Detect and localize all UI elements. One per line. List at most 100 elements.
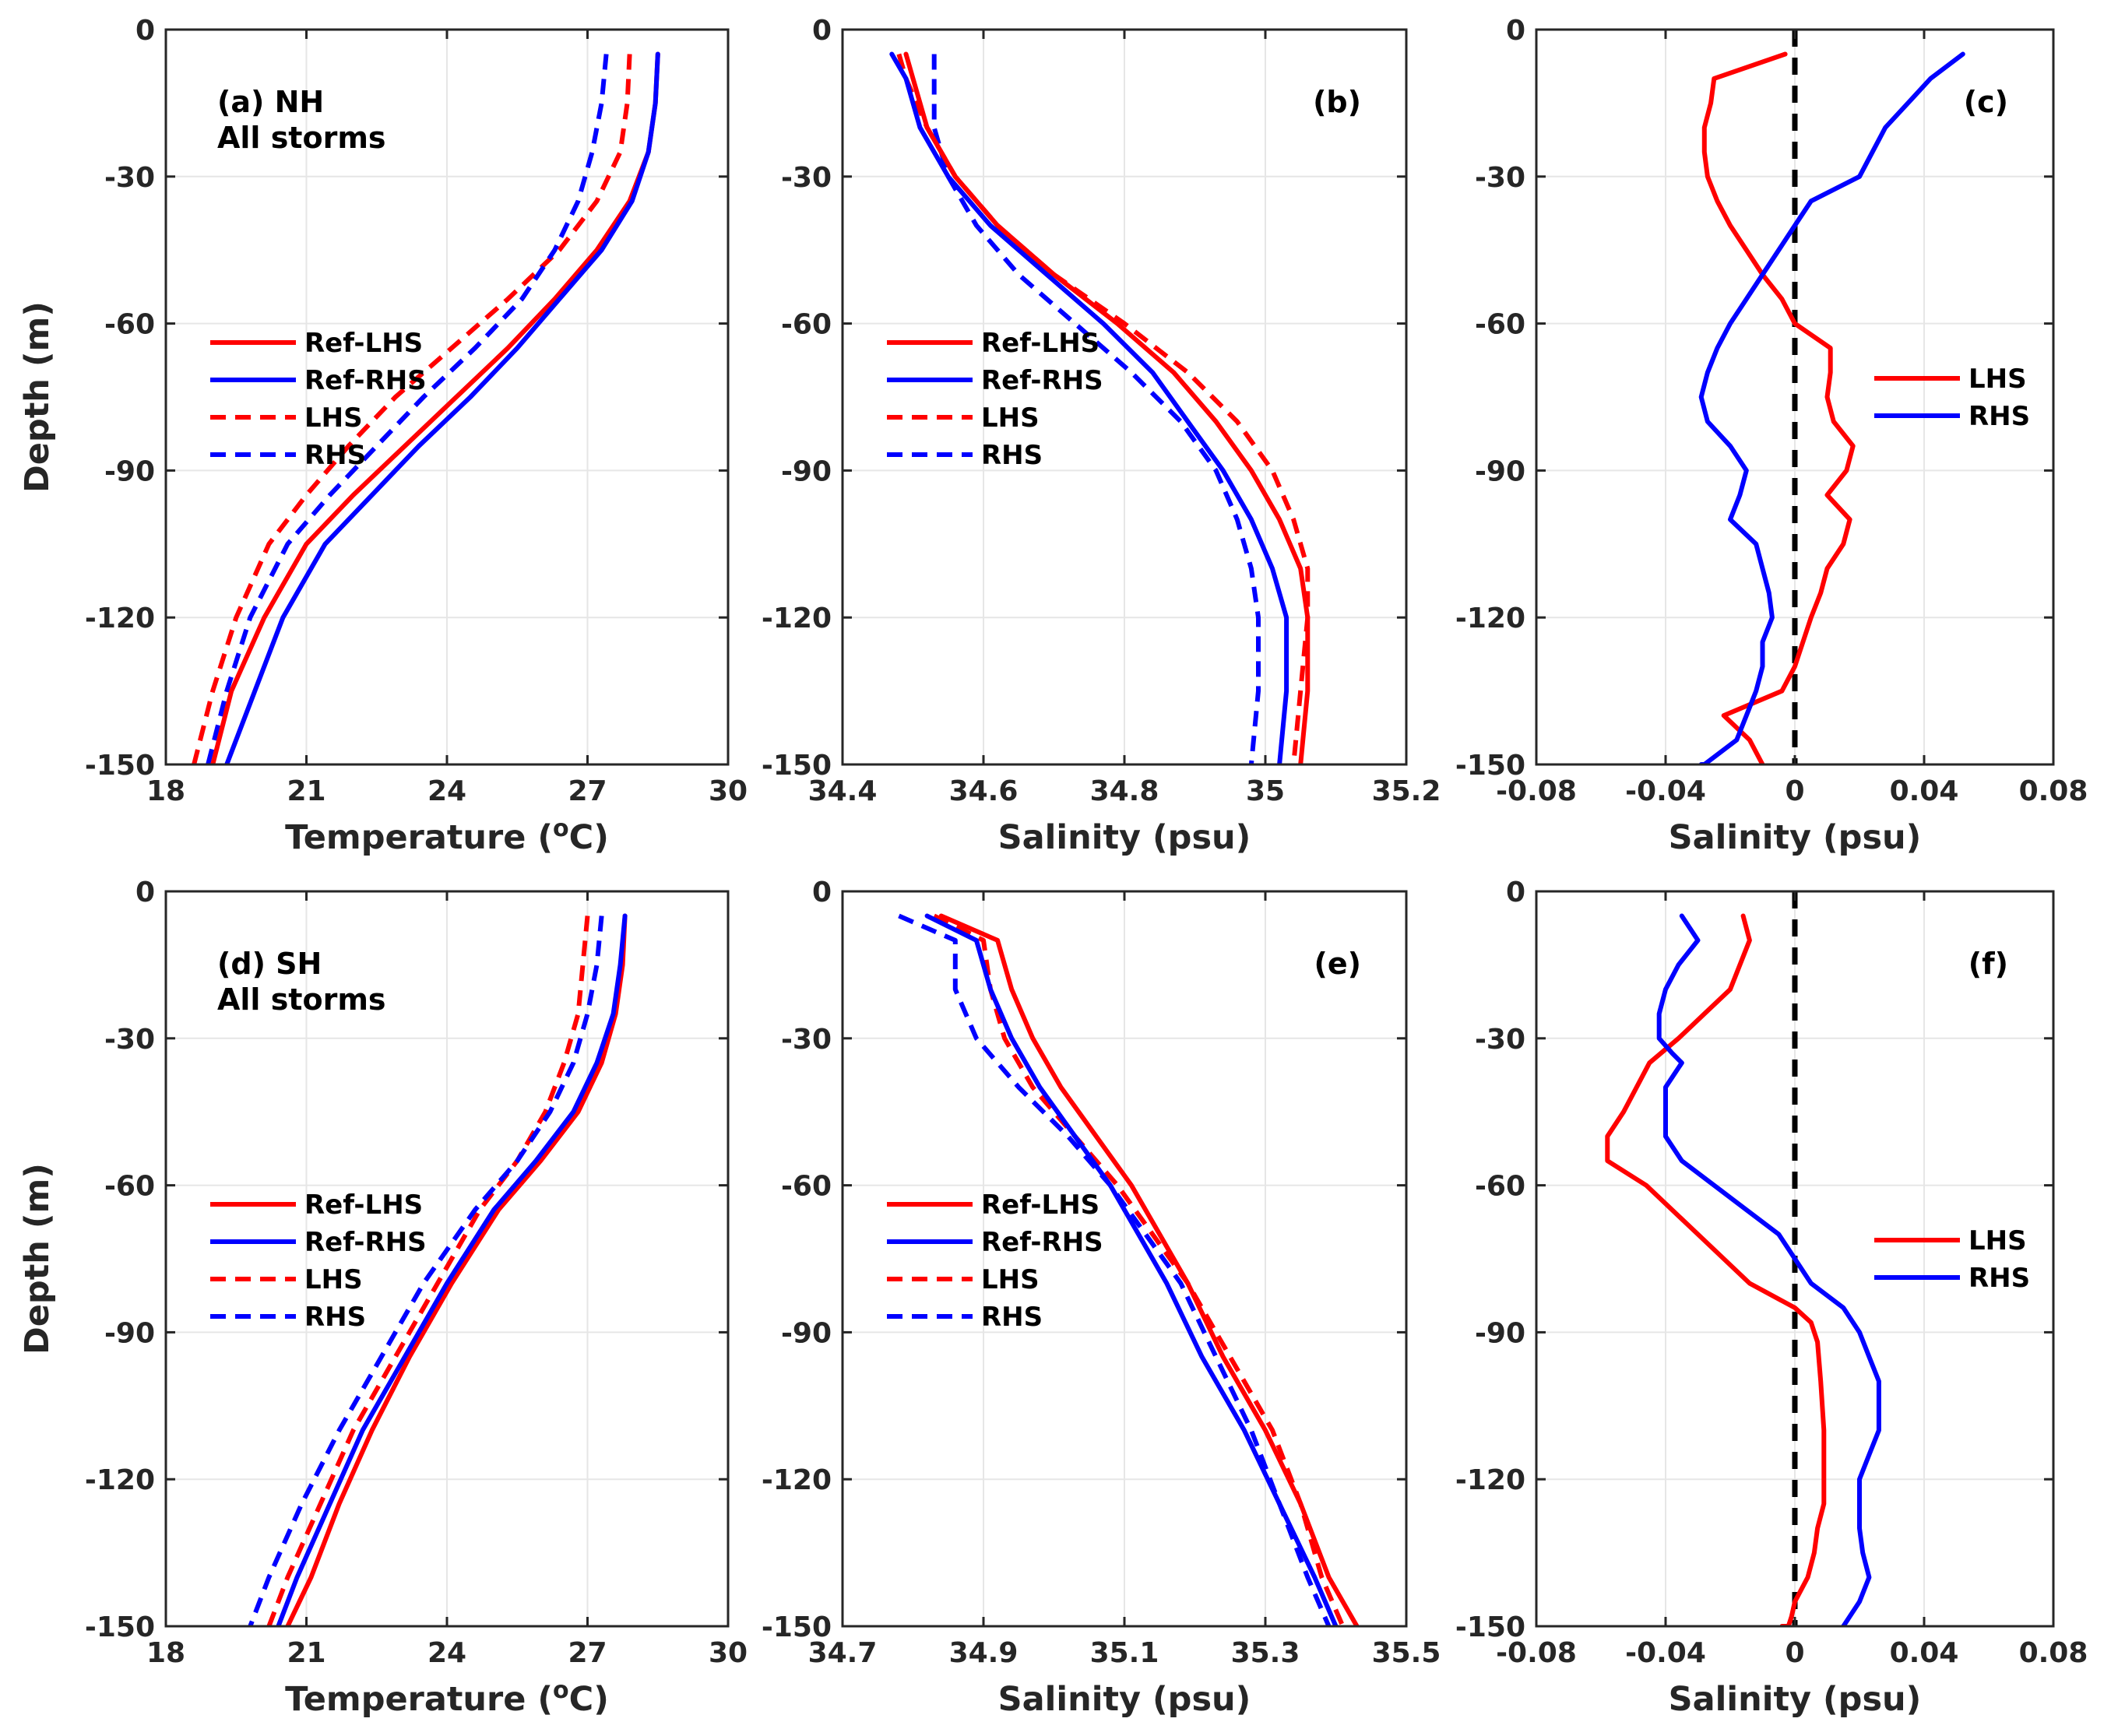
series-group xyxy=(898,913,1360,1626)
panel-annotation: (d) SH xyxy=(217,947,322,981)
x-axis-label: Salinity (psu) xyxy=(998,1680,1251,1719)
legend-label: LHS xyxy=(304,1264,363,1295)
y-tick-label: -90 xyxy=(104,1317,155,1349)
x-tick-label: 0 xyxy=(1785,775,1804,807)
x-tick-label: 18 xyxy=(146,1637,185,1669)
panel-annotation: (a) NH xyxy=(217,85,324,119)
x-tick-label: 18 xyxy=(146,775,185,807)
x-tick-label: 35.5 xyxy=(1372,1637,1441,1669)
y-tick-label: -30 xyxy=(104,1024,155,1056)
x-tick-label: 0.08 xyxy=(2019,1637,2088,1669)
series-group xyxy=(248,913,628,1626)
y-axis-label: Depth (m) xyxy=(18,1163,57,1355)
y-tick-label: 0 xyxy=(135,15,155,47)
panel-annotation: (f) xyxy=(1968,947,2008,981)
legend-label: Ref-LHS xyxy=(304,1190,423,1221)
y-tick-label: -30 xyxy=(104,162,155,194)
y-tick-label: -150 xyxy=(762,1611,832,1643)
x-tick-label: -0.08 xyxy=(1496,1637,1577,1669)
y-tick-label: 0 xyxy=(1506,877,1525,908)
y-tick-label: -150 xyxy=(85,750,155,782)
series-line-lhs xyxy=(192,54,632,764)
y-tick-label: -150 xyxy=(762,750,832,782)
y-tick-label: -90 xyxy=(781,1317,832,1349)
y-tick-label: -60 xyxy=(781,1171,832,1203)
x-tick-label: 27 xyxy=(568,1637,607,1669)
legend-label: RHS xyxy=(1968,1263,2030,1294)
legend-label: LHS xyxy=(981,402,1040,434)
legend-label: Ref-RHS xyxy=(981,1227,1103,1258)
y-tick-label: -60 xyxy=(781,309,832,341)
y-tick-label: -60 xyxy=(1475,309,1525,341)
panel-annotation: (e) xyxy=(1314,947,1361,981)
x-tick-label: 21 xyxy=(287,1637,325,1669)
legend-label: LHS xyxy=(1968,364,2027,395)
x-axis-label: Salinity (psu) xyxy=(1669,1680,1922,1719)
series-line-ref-rhs xyxy=(276,913,628,1626)
series-line-lhs xyxy=(1701,51,1856,764)
x-tick-label: 34.6 xyxy=(949,775,1019,807)
panel-b: 34.4 34.6 34.8 35 35.2 0 -30 -60 -90 -120 -150 Sali… xyxy=(762,15,1441,857)
series-line-rhs xyxy=(931,54,1261,764)
legend-label: Ref-RHS xyxy=(981,365,1103,396)
legend-label: LHS xyxy=(304,402,363,434)
series-line-ref-rhs xyxy=(924,913,1339,1626)
y-tick-label: -150 xyxy=(1455,750,1525,782)
x-tick-label: 35.3 xyxy=(1231,1637,1300,1669)
x-tick-label: 34.9 xyxy=(949,1637,1019,1669)
x-axis-label: Salinity (psu) xyxy=(998,818,1251,857)
series-line-rhs xyxy=(1698,51,1965,764)
x-tick-label: 35 xyxy=(1246,775,1285,807)
series-line-rhs xyxy=(898,913,1332,1626)
x-axis-label-unit: C) xyxy=(569,818,609,857)
series-line-ref-lhs xyxy=(938,913,1360,1626)
y-tick-label: -60 xyxy=(104,309,155,341)
x-axis-label: Temperature (oC) xyxy=(285,815,609,857)
y-tick-label: 0 xyxy=(812,877,832,908)
x-tick-label: 24 xyxy=(427,775,466,807)
x-tick-label: -0.04 xyxy=(1625,1637,1706,1669)
panel-annotation: (b) xyxy=(1313,85,1361,119)
y-tick-label: -120 xyxy=(1455,603,1525,634)
y-tick-label: -120 xyxy=(85,603,155,634)
x-tick-label: 0.08 xyxy=(2019,775,2088,807)
x-tick-label: 0 xyxy=(1785,1637,1804,1669)
y-tick-label: -150 xyxy=(1455,1611,1525,1643)
y-tick-label: -90 xyxy=(1475,1317,1525,1349)
x-tick-label: -0.04 xyxy=(1625,775,1706,807)
x-tick-label: 0.04 xyxy=(1890,775,1959,807)
y-tick-label: -60 xyxy=(1475,1171,1525,1203)
legend-label: Ref-LHS xyxy=(981,328,1099,359)
series-line-lhs xyxy=(896,53,1311,764)
panel-d: 18 21 24 27 30 0 -30 -60 -90 -120 -150 Temperature … xyxy=(18,877,748,1719)
panel-annotation: All storms xyxy=(217,982,386,1017)
y-tick-label: 0 xyxy=(812,15,832,47)
y-tick-label: -150 xyxy=(85,1611,155,1643)
legend-label: RHS xyxy=(1968,401,2030,432)
series-line-rhs xyxy=(1656,913,1881,1626)
x-axis-label-unit: C) xyxy=(569,1680,609,1719)
x-axis-label-main: Temperature ( xyxy=(285,818,553,857)
y-tick-label: -90 xyxy=(104,455,155,487)
panel-e: 34.7 34.9 35.1 35.3 35.5 0 -30 -60 -90 -120 -150 Sa… xyxy=(762,877,1441,1719)
legend-label: LHS xyxy=(981,1264,1040,1295)
legend-label: LHS xyxy=(1968,1225,2027,1256)
y-tick-label: 0 xyxy=(135,877,155,908)
panel-f: -0.08 -0.04 0 0.04 0.08 0 -30 -60 -90 -120 -150 Sal… xyxy=(1455,877,2088,1719)
legend-label: Ref-RHS xyxy=(304,1227,427,1258)
x-axis-label-main: Temperature ( xyxy=(285,1680,553,1719)
x-tick-label: 30 xyxy=(709,1637,748,1669)
series-line-ref-rhs xyxy=(224,51,660,764)
y-tick-label: 0 xyxy=(1506,15,1525,47)
y-tick-label: -90 xyxy=(1475,455,1525,487)
series-group xyxy=(192,51,660,764)
x-axis-label: Salinity (psu) xyxy=(1669,818,1922,857)
series-group xyxy=(1698,51,1965,764)
legend-label: Ref-LHS xyxy=(304,328,423,359)
panel-annotation: (c) xyxy=(1964,85,2008,119)
series-group xyxy=(889,51,1311,764)
series-line-rhs xyxy=(248,915,604,1626)
x-tick-label: 27 xyxy=(568,775,607,807)
x-tick-label: 34.7 xyxy=(808,1637,878,1669)
x-tick-label: 34.4 xyxy=(808,775,878,807)
